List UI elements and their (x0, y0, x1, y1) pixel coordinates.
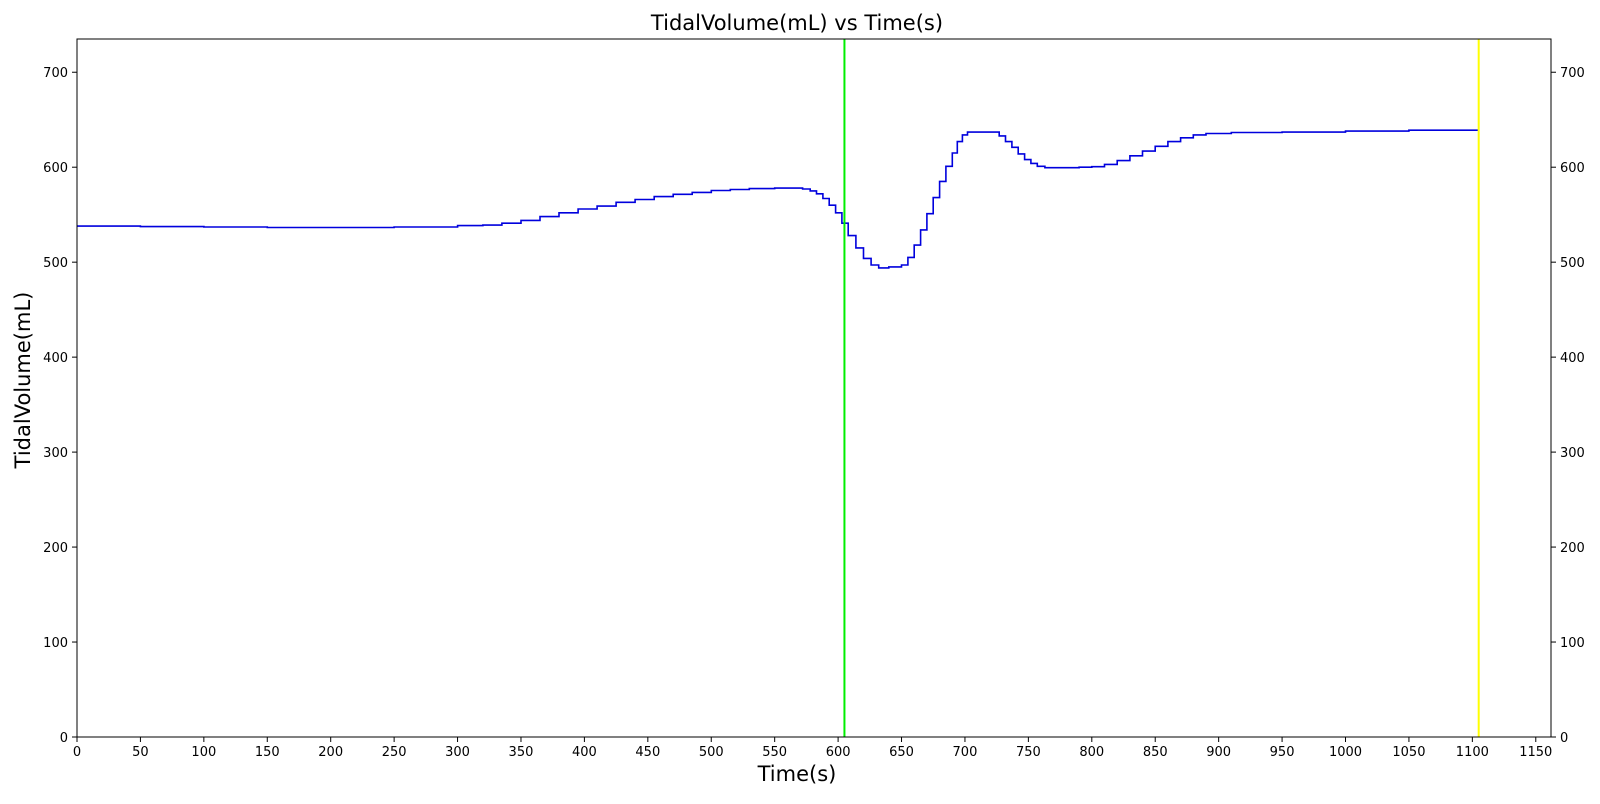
x-tick-label: 550 (762, 745, 787, 760)
x-tick-label: 400 (572, 745, 597, 760)
x-tick-label: 250 (382, 745, 407, 760)
plot-frame (76, 38, 1552, 738)
y-tick-label-right: 200 (1560, 541, 1585, 556)
x-tick-label: 650 (889, 745, 914, 760)
x-tick-label: 50 (132, 745, 149, 760)
x-tick-label: 600 (826, 745, 851, 760)
y-tick-label-left: 0 (60, 731, 68, 746)
y-tick-label-right: 400 (1560, 351, 1585, 366)
y-tick-label-left: 300 (43, 446, 68, 461)
x-tick-label: 1000 (1329, 745, 1362, 760)
x-tick-label: 900 (1206, 745, 1231, 760)
x-tick-label: 850 (1143, 745, 1168, 760)
x-tick-label: 100 (191, 745, 216, 760)
y-tick-label-right: 700 (1560, 66, 1585, 81)
x-tick-label: 150 (255, 745, 280, 760)
x-tick-label: 350 (509, 745, 534, 760)
y-tick-label-right: 300 (1560, 446, 1585, 461)
y-axis-label: TidalVolume(mL) (11, 292, 35, 470)
x-tick-label: 700 (953, 745, 978, 760)
chart-title: TidalVolume(mL) vs Time(s) (650, 11, 943, 35)
x-tick-label: 1150 (1519, 745, 1552, 760)
x-tick-label: 800 (1079, 745, 1104, 760)
x-axis-label: Time(s) (757, 762, 837, 786)
y-tick-label-left: 200 (43, 541, 68, 556)
y-tick-label-left: 600 (43, 161, 68, 176)
x-tick-label: 950 (1270, 745, 1295, 760)
x-tick-label: 200 (318, 745, 343, 760)
x-tick-label: 500 (699, 745, 724, 760)
y-tick-label-left: 700 (43, 66, 68, 81)
plot-layer: 0 50 100 150 200 250 300 350 400 450 500 550 600 650 7… (43, 38, 1585, 760)
y-tick-label-left: 500 (43, 256, 68, 271)
x-tick-label: 750 (1016, 745, 1041, 760)
y-tick-label-left: 100 (43, 636, 68, 651)
x-tick-label: 450 (635, 745, 660, 760)
x-tick-label: 1100 (1456, 745, 1489, 760)
y-tick-label-right: 600 (1560, 161, 1585, 176)
x-tick-label: 1050 (1392, 745, 1425, 760)
y-tick-label-right: 500 (1560, 256, 1585, 271)
y-tick-label-right: 0 (1560, 731, 1568, 746)
series-line-0 (77, 129, 1480, 269)
y-tick-label-left: 400 (43, 351, 68, 366)
x-tick-label: 0 (73, 745, 81, 760)
y-tick-label-right: 100 (1560, 636, 1585, 651)
x-tick-label: 300 (445, 745, 470, 760)
